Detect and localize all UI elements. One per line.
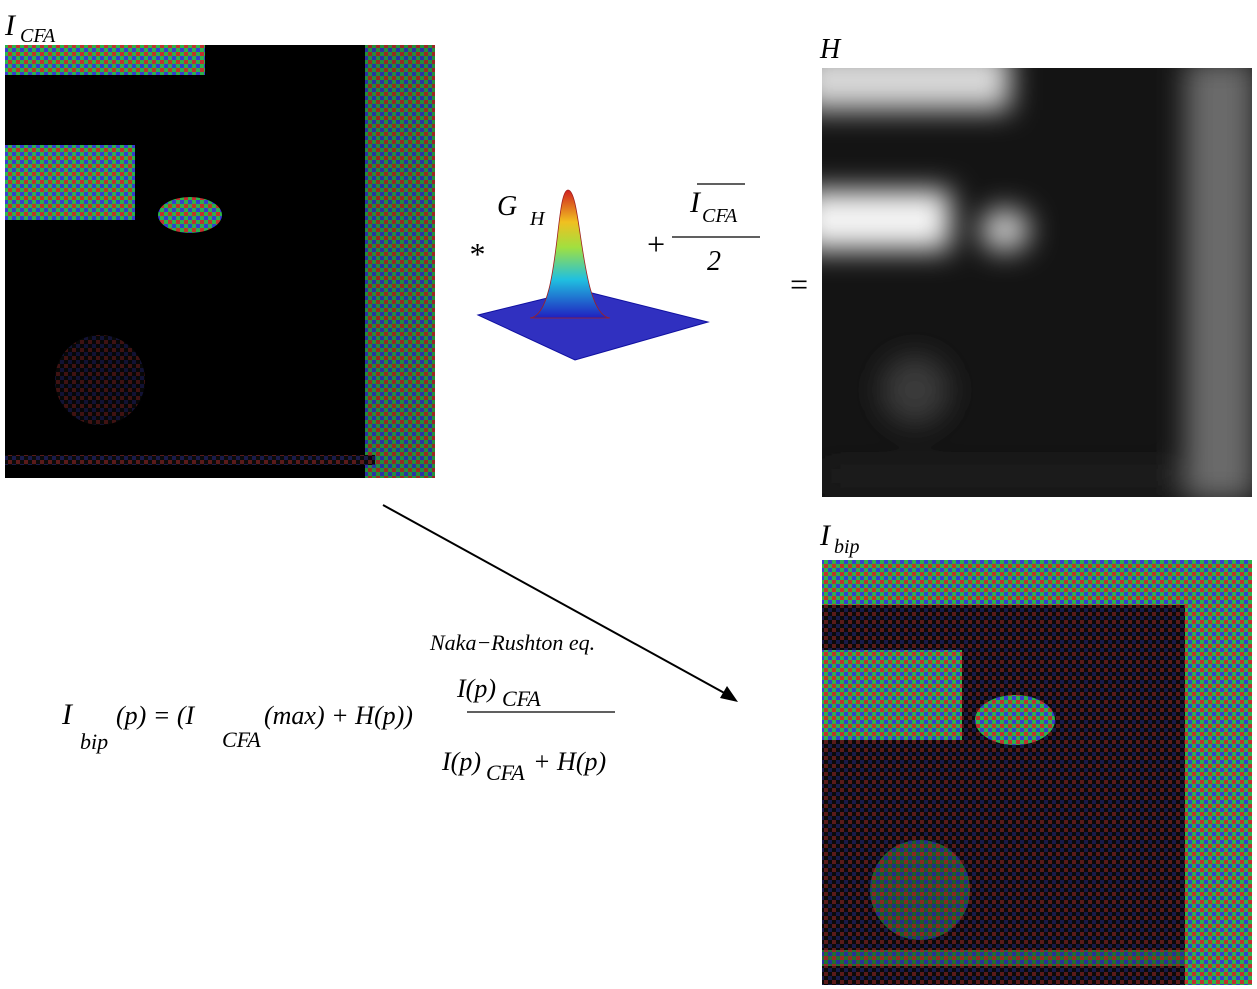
cfa-image [5, 45, 435, 478]
formula-sub: CFA [222, 727, 261, 752]
arrow-label: Naka−Rushton eq. [429, 630, 595, 655]
h-image [822, 68, 1252, 497]
bip-image [822, 560, 1252, 985]
arrow-head [720, 686, 738, 702]
operator: + [645, 226, 667, 262]
label: I [689, 186, 702, 219]
label-sub: CFA [20, 25, 56, 47]
formula: (p) = (I [116, 701, 196, 730]
label-sub: CFA [702, 205, 738, 227]
gaussian-surface [476, 189, 710, 361]
operator: = [788, 266, 810, 302]
operator: * [468, 236, 484, 272]
label-sub: H [529, 208, 546, 230]
formula: I [61, 698, 74, 731]
formula: + H(p) [533, 747, 606, 776]
formula-sub: CFA [502, 686, 541, 711]
formula-sub: CFA [486, 760, 525, 785]
formula: (max) + H(p)) [264, 701, 413, 730]
formula: I(p) [456, 674, 496, 703]
label: I [4, 9, 17, 42]
formula-sub: bip [80, 729, 108, 754]
label: 2 [707, 246, 721, 277]
label-sub: bip [834, 536, 860, 558]
label: G [497, 191, 517, 222]
label: H [819, 34, 842, 65]
arrow [382, 504, 729, 696]
label: I [819, 519, 832, 552]
formula: I(p) [441, 747, 481, 776]
